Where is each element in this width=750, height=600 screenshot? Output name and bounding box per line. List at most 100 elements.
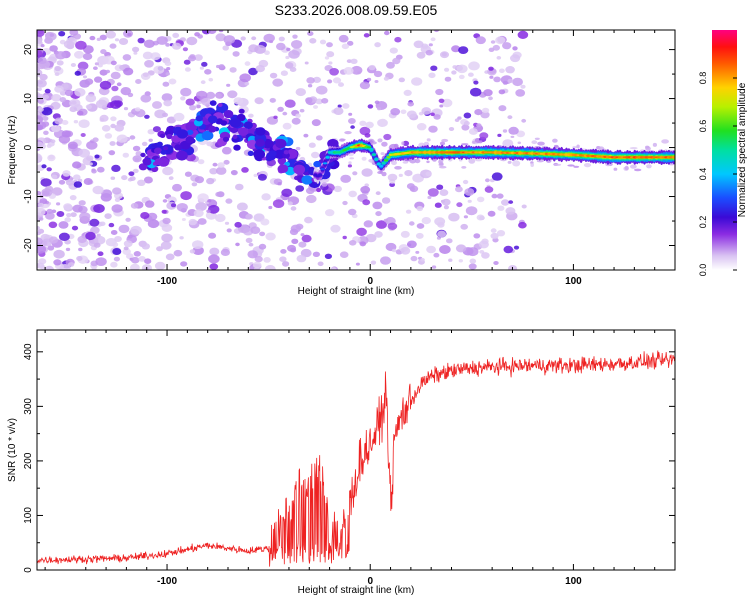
- noise-blob: [443, 205, 449, 210]
- noise-blob: [112, 248, 122, 255]
- noise-blob: [439, 165, 447, 169]
- noise-blob: [142, 51, 153, 60]
- noise-blob: [512, 46, 518, 51]
- noise-blob: [257, 173, 267, 181]
- noise-blob: [311, 119, 321, 127]
- noise-blob: [94, 154, 100, 159]
- noise-blob: [215, 213, 226, 223]
- noise-blob: [61, 130, 71, 138]
- noise-blob: [295, 88, 306, 97]
- noise-blob: [496, 56, 502, 60]
- noise-blob: [223, 35, 236, 45]
- noise-blob: [458, 74, 465, 80]
- noise-blob: [254, 97, 264, 105]
- noise-blob: [180, 191, 192, 201]
- noise-blob: [125, 217, 131, 222]
- noise-blob: [74, 70, 82, 76]
- noise-blob: [111, 85, 119, 92]
- noise-blob: [553, 144, 559, 148]
- noise-blob: [86, 155, 94, 161]
- noise-blob: [220, 248, 230, 256]
- noise-blob: [118, 38, 129, 45]
- noise-blob: [132, 168, 139, 174]
- noise-blob: [554, 163, 562, 166]
- noise-blob: [413, 40, 424, 49]
- noise-blob: [173, 249, 183, 257]
- noise-blob: [372, 201, 383, 210]
- noise-blob: [288, 50, 300, 59]
- noise-blob: [133, 51, 138, 55]
- noise-blob: [377, 138, 383, 143]
- noise-blob: [394, 166, 402, 170]
- noise-blob: [265, 232, 276, 241]
- noise-blob: [101, 125, 111, 132]
- noise-blob: [415, 158, 419, 162]
- noise-blob: [301, 234, 312, 243]
- noise-blob: [646, 164, 652, 169]
- y-tick-label: 0: [23, 567, 34, 573]
- noise-blob: [156, 36, 168, 45]
- noise-blob: [306, 77, 315, 84]
- ridge-blob: [255, 139, 265, 147]
- noise-blob: [118, 224, 130, 234]
- noise-blob: [347, 164, 352, 168]
- noise-blob: [133, 251, 141, 257]
- spectrogram-xlabel: Height of straight line (km): [298, 286, 415, 297]
- noise-blob: [78, 247, 83, 252]
- noise-blob: [251, 36, 257, 41]
- noise-blob: [247, 250, 258, 259]
- noise-blob: [348, 161, 352, 165]
- noise-blob: [75, 40, 87, 50]
- noise-blob: [454, 118, 460, 122]
- noise-blob: [152, 101, 162, 109]
- noise-blob: [37, 30, 45, 37]
- noise-blob: [291, 238, 299, 244]
- ridge-blob: [238, 108, 245, 114]
- noise-blob: [79, 212, 91, 221]
- noise-blob: [121, 175, 128, 181]
- noise-blob: [634, 168, 642, 172]
- noise-blob: [58, 31, 66, 37]
- noise-blob: [645, 146, 651, 151]
- noise-blob: [473, 233, 481, 239]
- noise-blob: [108, 150, 116, 156]
- noise-blob: [80, 133, 86, 137]
- noise-blob: [398, 173, 403, 177]
- noise-blob: [507, 160, 512, 164]
- noise-blob: [99, 34, 107, 41]
- noise-blob: [377, 118, 388, 127]
- noise-blob: [37, 207, 46, 216]
- noise-blob: [492, 44, 500, 51]
- noise-blob: [376, 220, 387, 229]
- noise-blob: [339, 251, 349, 258]
- noise-blob: [465, 206, 478, 216]
- noise-blob: [254, 44, 266, 54]
- ridge-blob: [232, 134, 238, 139]
- noise-blob: [54, 85, 64, 93]
- noise-blob: [489, 75, 494, 79]
- noise-blob: [661, 139, 669, 144]
- noise-blob: [400, 109, 407, 115]
- noise-blob: [349, 157, 355, 160]
- noise-blob: [428, 43, 433, 47]
- noise-blob: [144, 114, 150, 119]
- noise-blob: [218, 64, 225, 69]
- noise-blob: [420, 257, 425, 262]
- noise-blob: [338, 34, 349, 43]
- noise-blob: [407, 240, 417, 249]
- noise-blob: [218, 30, 224, 33]
- noise-blob: [342, 103, 350, 109]
- noise-blob: [567, 164, 575, 167]
- noise-blob: [63, 40, 75, 49]
- noise-blob: [39, 217, 44, 221]
- noise-blob: [142, 72, 149, 77]
- noise-blob: [477, 196, 485, 203]
- spectrogram-ylabel: Frequency (Hz): [7, 116, 18, 185]
- noise-blob: [110, 123, 116, 129]
- noise-blob: [244, 61, 251, 66]
- noise-blob: [51, 125, 61, 133]
- ridge-blob: [186, 129, 194, 136]
- noise-blob: [176, 203, 188, 212]
- noise-blob: [49, 33, 55, 37]
- noise-blob: [233, 97, 244, 105]
